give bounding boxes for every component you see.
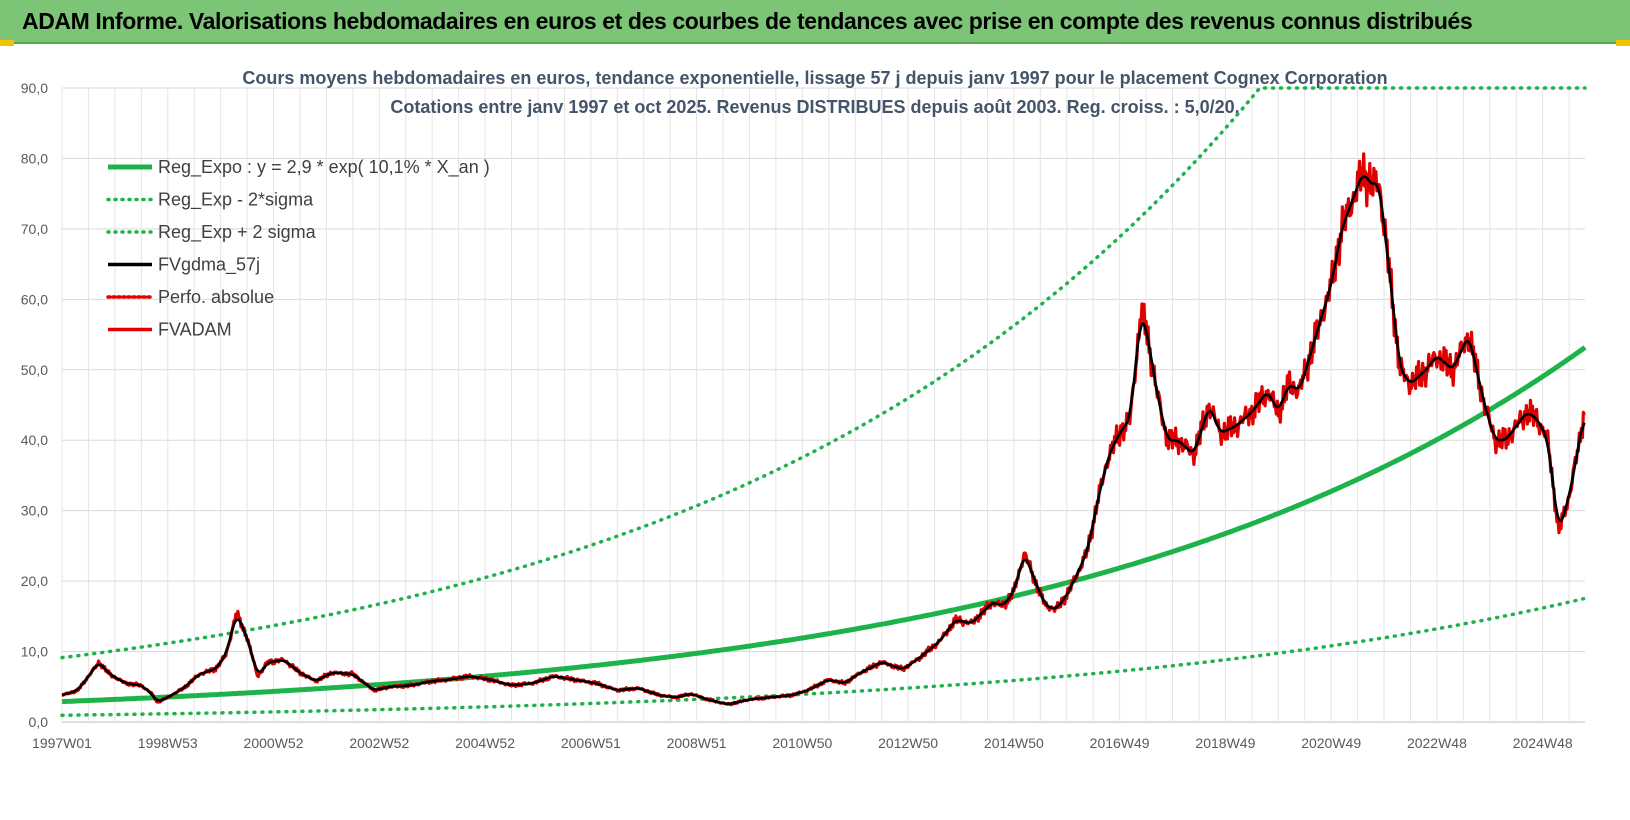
x-tick-label: 2012W50 (878, 735, 938, 751)
y-tick-label: 60,0 (21, 291, 48, 307)
corner-mark-left (0, 40, 14, 46)
grid-lines: 0,0 10,0 20,0 30,0 40,0 50,0 60,0 70,0 80,0 90,0 1… (21, 80, 1585, 751)
chart-area: 0,0 10,0 20,0 30,0 40,0 50,0 60,0 70,0 80,0 90,0 1… (0, 44, 1630, 815)
plot-series (60, 86, 1587, 718)
y-tick-label: 90,0 (21, 80, 48, 96)
legend-label: FVADAM (158, 320, 232, 340)
x-tick-label: 2014W50 (984, 735, 1044, 751)
y-tick-label: 20,0 (21, 573, 48, 589)
legend-label: Reg_Expo : y = 2,9 * exp( 10,1% * X_an ) (158, 157, 490, 178)
legend-label: Reg_Exp - 2*sigma (158, 190, 314, 211)
legend-item: FVADAM (108, 320, 232, 340)
legend-item: Reg_Exp + 2 sigma (106, 222, 317, 243)
legend-label: Reg_Exp + 2 sigma (158, 222, 317, 243)
legend-item: Reg_Exp - 2*sigma (106, 190, 314, 211)
chart-subtitle: Cotations entre janv 1997 et oct 2025. R… (390, 97, 1239, 117)
x-tick-label: 2016W49 (1090, 735, 1150, 751)
y-tick-label: 40,0 (21, 432, 48, 448)
x-tick-label: 2002W52 (349, 735, 409, 751)
x-tick-label: 2006W51 (561, 735, 621, 751)
legend-label: Perfo. absolue (158, 287, 274, 307)
y-tick-label: 50,0 (21, 362, 48, 378)
y-tick-label: 10,0 (21, 644, 48, 660)
legend-item: Perfo. absolue (106, 287, 274, 307)
header-banner: ADAM Informe. Valorisations hebdomadaire… (0, 0, 1630, 44)
series-reg-minus-2sigma (60, 596, 1587, 718)
legend-label: FVgdma_57j (158, 255, 260, 276)
x-tick-label: 2018W49 (1195, 735, 1255, 751)
x-tick-label: 2008W51 (667, 735, 727, 751)
series-reg-expo (61, 345, 1587, 705)
price-chart: 0,0 10,0 20,0 30,0 40,0 50,0 60,0 70,0 80,0 90,0 1… (21, 68, 1587, 751)
chart-legend: Reg_Expo : y = 2,9 * exp( 10,1% * X_an )… (106, 157, 490, 340)
chart-title: Cours moyens hebdomadaires en euros, ten… (242, 68, 1387, 88)
x-tick-label: 2020W49 (1301, 735, 1361, 751)
x-tick-label: 2024W48 (1513, 735, 1573, 751)
y-tick-label: 80,0 (21, 150, 48, 166)
x-tick-label: 1997W01 (32, 735, 92, 751)
y-tick-label: 0,0 (29, 714, 49, 730)
x-tick-label: 1998W53 (138, 735, 198, 751)
y-tick-label: 30,0 (21, 503, 48, 519)
x-tick-label: 2004W52 (455, 735, 515, 751)
legend-item: Reg_Expo : y = 2,9 * exp( 10,1% * X_an ) (108, 157, 490, 178)
x-tick-label: 2022W48 (1407, 735, 1467, 751)
x-tick-label: 2010W50 (772, 735, 832, 751)
legend-item: FVgdma_57j (108, 255, 260, 276)
x-tick-label: 2000W52 (244, 735, 304, 751)
header-title: ADAM Informe. Valorisations hebdomadaire… (22, 8, 1473, 34)
corner-mark-right (1616, 40, 1630, 46)
series-fvgdma-57j (61, 175, 1586, 706)
series-reg-plus-2sigma (60, 86, 1587, 660)
y-tick-label: 70,0 (21, 221, 48, 237)
